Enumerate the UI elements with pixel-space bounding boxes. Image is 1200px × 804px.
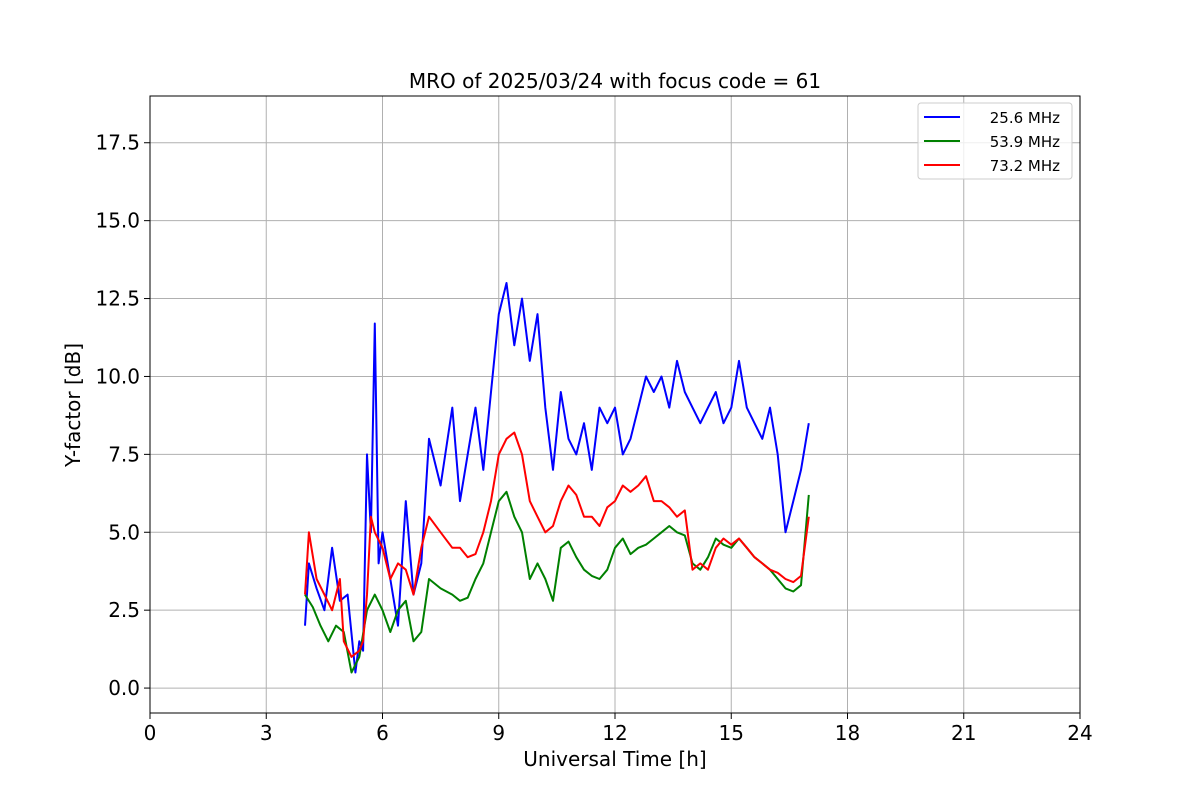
x-tick-label: 9 <box>492 721 505 745</box>
y-tick-label: 2.5 <box>108 598 140 622</box>
x-tick-label: 3 <box>260 721 273 745</box>
x-tick-label: 0 <box>144 721 157 745</box>
ticks: 0 3 6 9 12 15 18 21 24 0.0 2.5 5.0 7.5 10.0 12.5 15.0 17… <box>95 131 1092 745</box>
y-tick-label: 17.5 <box>95 131 140 155</box>
x-tick-label: 15 <box>719 721 744 745</box>
legend-label: 73.2 MHz <box>990 157 1060 175</box>
legend-label: 53.9 MHz <box>990 133 1060 151</box>
series-line-3 <box>304 431 810 658</box>
x-tick-label: 21 <box>951 721 976 745</box>
y-tick-label: 12.5 <box>95 287 140 311</box>
x-tick-label: 6 <box>376 721 389 745</box>
y-tick-label: 0.0 <box>108 676 140 700</box>
legend-box <box>917 102 1073 180</box>
series-layer <box>304 282 810 674</box>
x-tick-label: 12 <box>602 721 627 745</box>
y-tick-label: 7.5 <box>108 442 140 466</box>
x-axis-label: Universal Time [h] <box>523 747 706 771</box>
y-axis-label: Y-factor [dB] <box>61 343 85 468</box>
y-tick-label: 5.0 <box>108 520 140 544</box>
x-tick-label: 18 <box>835 721 860 745</box>
x-tick-label: 24 <box>1067 721 1092 745</box>
chart-title: MRO of 2025/03/24 with focus code = 61 <box>409 69 821 93</box>
y-tick-label: 10.0 <box>95 364 140 388</box>
series-line-1 <box>304 282 810 674</box>
y-tick-label: 15.0 <box>95 209 140 233</box>
legend-label: 25.6 MHz <box>990 109 1060 127</box>
legend: 25.6 MHz 53.9 MHz 73.2 MHz <box>917 102 1073 180</box>
series-line-2 <box>304 490 810 674</box>
